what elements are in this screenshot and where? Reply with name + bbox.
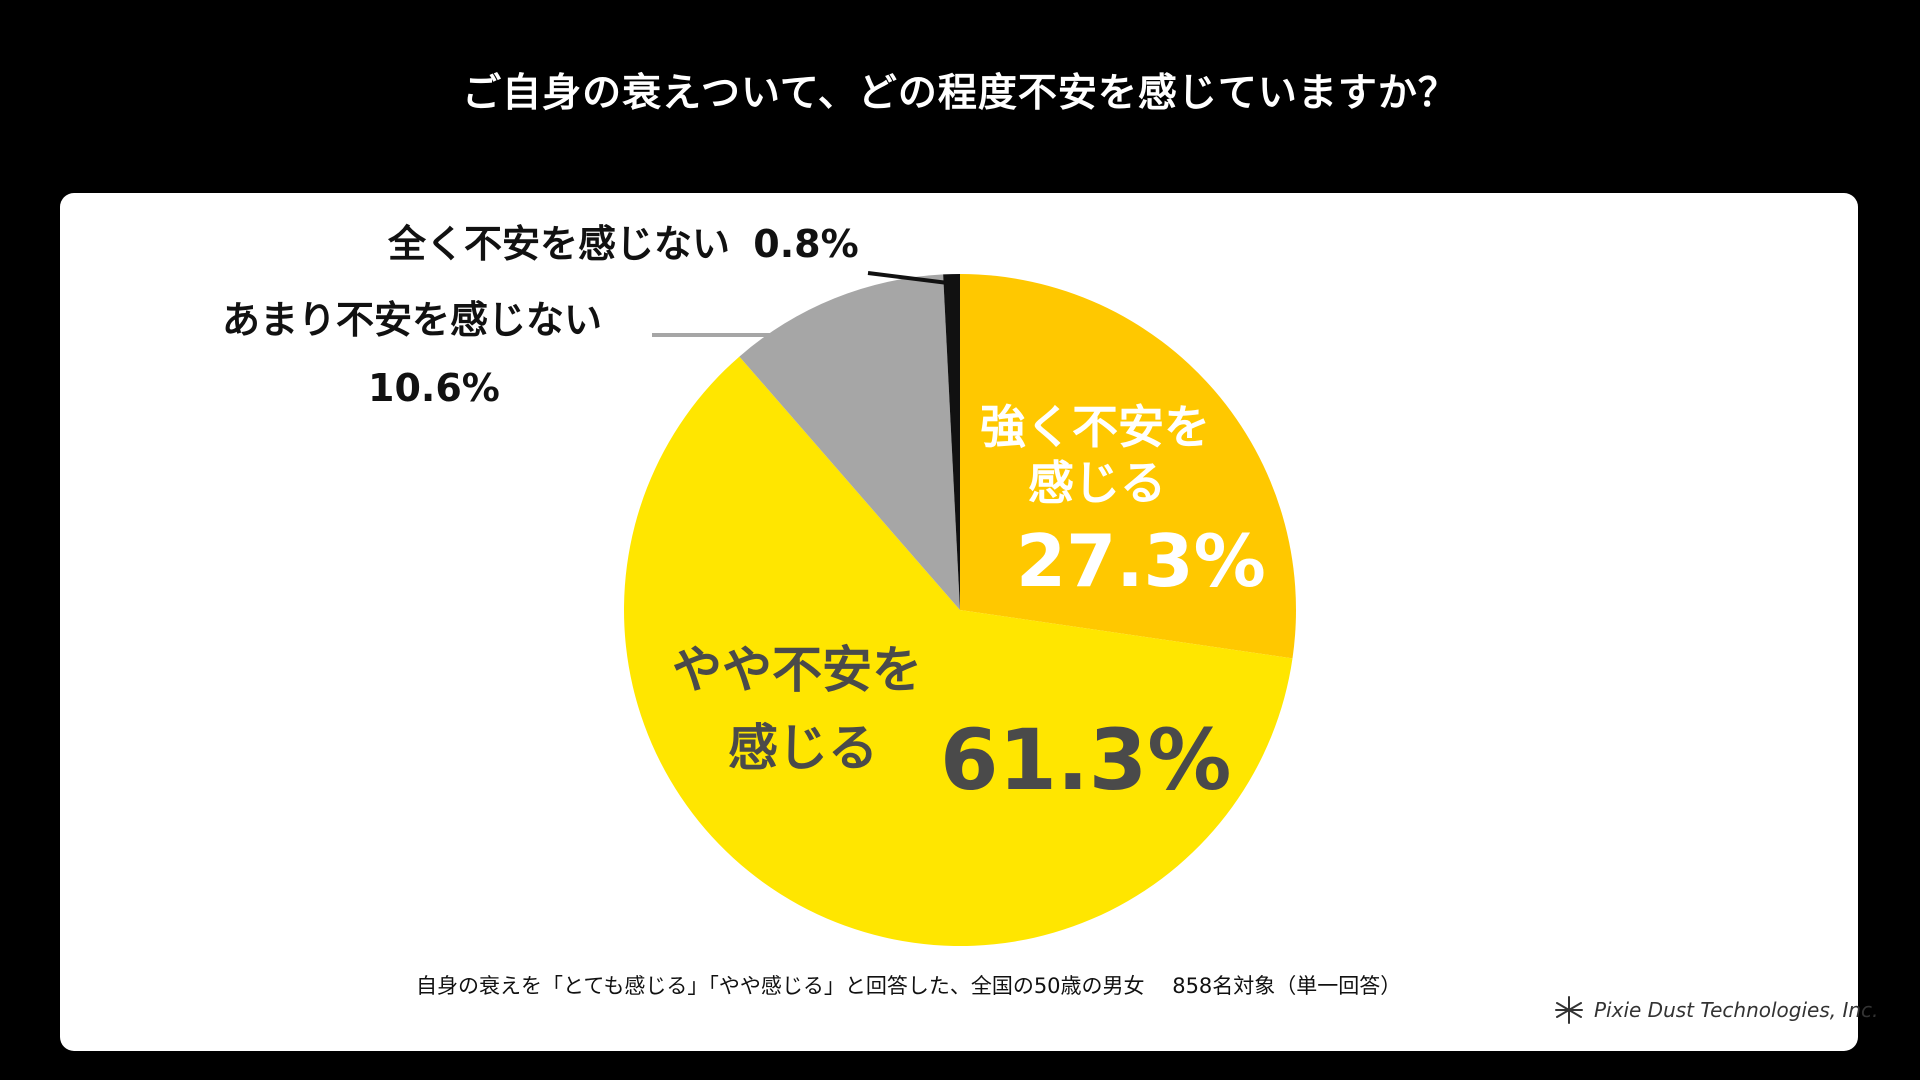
leader-line-none <box>867 271 949 285</box>
label-moderate-line1: やや不安を <box>672 641 922 699</box>
pie-slice-little <box>739 274 960 610</box>
label-strong-value: 27.3% <box>1016 519 1266 603</box>
label-none-value: 0.8% <box>753 222 859 266</box>
pie-slice-moderate <box>624 356 1293 946</box>
pie-slice-strong <box>960 274 1296 659</box>
label-moderate-line2: 感じる <box>728 719 878 777</box>
label-little-value: 10.6% <box>368 366 500 410</box>
pie-slice-none <box>943 274 960 610</box>
label-little-text: あまり不安を感じない <box>222 298 603 342</box>
label-moderate-value: 61.3% <box>940 711 1232 809</box>
label-strong-line2: 感じる <box>1028 456 1166 510</box>
label-none: 全く不安を感じない 0.8% <box>388 222 859 268</box>
label-strong-line1: 強く不安を <box>980 400 1210 454</box>
chart-title: ご自身の衰えついて、どの程度不安を感じていますか？ <box>462 71 1458 116</box>
footnote: 自身の衰えを「とても感じる」「やや感じる」と回答した、全国の50歳の男女 858… <box>416 974 1402 998</box>
label-none-text: 全く不安を感じない <box>388 222 731 266</box>
brand-logo: Pixie Dust Technologies, Inc. <box>1552 993 1878 1027</box>
brand-name: Pixie Dust Technologies, Inc. <box>1594 998 1879 1022</box>
asterisk-logo-icon <box>1555 996 1583 1024</box>
